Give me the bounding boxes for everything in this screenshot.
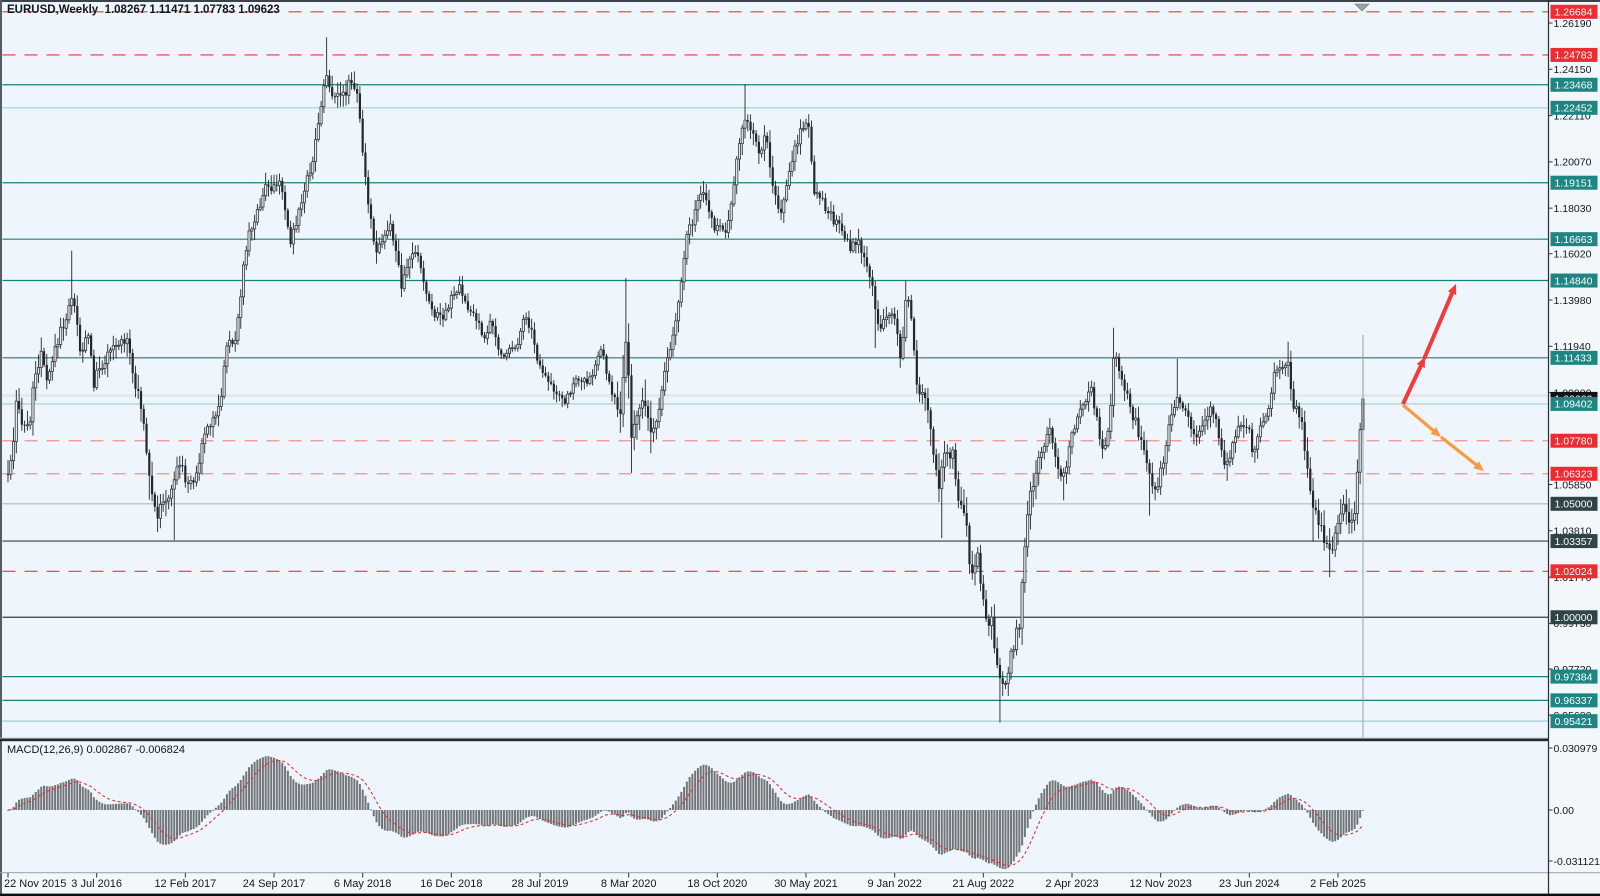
price-tick-label: 1.13980 (1554, 295, 1592, 307)
level-price-label: 1.11433 (1555, 353, 1592, 365)
level-price-label: 1.26684 (1555, 7, 1593, 19)
date-tick-label: 30 May 2021 (774, 878, 838, 890)
price-tick-label: 1.26190 (1554, 18, 1592, 30)
level-price-badge (1550, 273, 1598, 288)
date-tick-label: 8 Mar 2020 (601, 878, 657, 890)
bullish-candles (9, 75, 1365, 685)
level-price-badge (1550, 396, 1598, 411)
candles-layer (6, 37, 1365, 738)
level-price-label: 1.19151 (1555, 178, 1593, 190)
date-tick-label: 18 Oct 2020 (687, 878, 747, 890)
level-price-label: 1.03357 (1555, 536, 1593, 548)
date-tick-label: 9 Jan 2022 (867, 878, 921, 890)
macd-tick-label: -0.031121 (1554, 856, 1600, 868)
date-tick-label: 21 Aug 2022 (952, 878, 1014, 890)
level-price-badge (1550, 175, 1598, 190)
macd-signal-line (7, 759, 1364, 867)
level-price-label: 1.16663 (1555, 234, 1593, 246)
macd-layer (7, 756, 1364, 870)
price-tick-label: 1.16020 (1554, 249, 1592, 261)
level-price-label: 1.09402 (1555, 399, 1593, 411)
date-tick-label: 28 Jul 2019 (512, 878, 569, 890)
time-axis[interactable]: 22 Nov 2015 3 Jul 2016 12 Feb 2017 24 Sep 2… (4, 873, 1366, 890)
level-price-badge (1550, 714, 1598, 729)
level-price-badge (1550, 4, 1598, 19)
time-axis-strip (0, 873, 1600, 894)
level-price-badge (1550, 100, 1598, 115)
date-tick-label: 2 Apr 2023 (1045, 878, 1098, 890)
price-tick-label: 1.18030 (1554, 203, 1592, 215)
price-axis[interactable]: 1.261901.241501.221101.200701.180301.160… (1548, 4, 1600, 868)
date-tick-label: 23 Jun 2024 (1219, 878, 1280, 890)
level-price-label: 1.23468 (1555, 80, 1593, 92)
bottom-border (0, 893, 1600, 896)
price-tick-label: 1.20070 (1554, 157, 1592, 169)
price-tick-label: 1.24150 (1554, 64, 1592, 76)
date-tick-label: 22 Nov 2015 (4, 878, 66, 890)
trend-arrow (1401, 403, 1437, 434)
level-price-badge (1550, 693, 1598, 708)
macd-tick-label: 0.00 (1554, 805, 1575, 817)
trend-arrow (1401, 362, 1424, 405)
date-tick-label: 24 Sep 2017 (243, 878, 305, 890)
trend-arrowhead (1416, 357, 1425, 368)
level-price-label: 1.05000 (1555, 499, 1593, 511)
date-tick-label: 16 Dec 2018 (420, 878, 482, 890)
level-price-badge (1550, 47, 1598, 62)
level-price-badge (1550, 534, 1598, 549)
scroll-end-marker-icon (1354, 3, 1370, 12)
level-price-label: 0.95421 (1555, 716, 1593, 728)
axis-separator (0, 872, 1600, 874)
macd-histogram (7, 756, 1364, 870)
forecast-arrows (1401, 284, 1484, 471)
level-price-badge (1550, 496, 1598, 511)
level-price-badge (1550, 564, 1598, 579)
level-price-label: 1.07780 (1555, 436, 1593, 448)
level-price-label: 1.06323 (1555, 469, 1593, 481)
level-price-label: 0.97384 (1555, 671, 1593, 683)
trend-arrow (1422, 289, 1456, 360)
trend-arrowhead (1430, 427, 1441, 437)
date-tick-label: 12 Feb 2017 (154, 878, 216, 890)
macd-label: MACD(12,26,9) 0.002867 -0.006824 (7, 744, 185, 756)
price-tick-label: 1.05850 (1554, 479, 1592, 491)
level-price-label: 1.24783 (1555, 50, 1593, 62)
top-border (0, 0, 1600, 2)
level-price-badge (1550, 77, 1598, 92)
date-tick-label: 6 May 2018 (334, 878, 391, 890)
date-tick-label: 12 Nov 2023 (1129, 878, 1191, 890)
trend-arrow (1440, 435, 1480, 468)
level-price-badge (1550, 232, 1598, 247)
date-tick-label: 2 Feb 2025 (1310, 878, 1366, 890)
price-tick-label: 1.11940 (1554, 341, 1591, 353)
level-lines-layer (2, 11, 1549, 722)
chart-title: EURUSD,Weekly 1.08267 1.11471 1.07783 1.… (7, 4, 280, 16)
level-price-label: 1.02024 (1555, 566, 1593, 578)
panel-separator-light (0, 737, 1549, 739)
level-price-badge (1550, 350, 1598, 365)
level-price-badge (1550, 669, 1598, 684)
panel-separator (0, 738, 1549, 742)
trend-arrowhead (1473, 461, 1484, 471)
level-price-badge (1550, 610, 1598, 625)
level-price-label: 1.22452 (1555, 103, 1593, 115)
trend-arrowhead (1447, 284, 1457, 295)
level-price-label: 1.00000 (1555, 612, 1593, 624)
date-tick-label: 3 Jul 2016 (71, 878, 122, 890)
left-border (0, 0, 2, 894)
level-price-badge (1550, 433, 1598, 448)
macd-tick-label: 0.030979 (1554, 743, 1598, 755)
level-price-badge (1550, 466, 1598, 481)
level-price-label: 1.14840 (1555, 275, 1593, 287)
level-price-label: 0.96337 (1555, 695, 1593, 707)
